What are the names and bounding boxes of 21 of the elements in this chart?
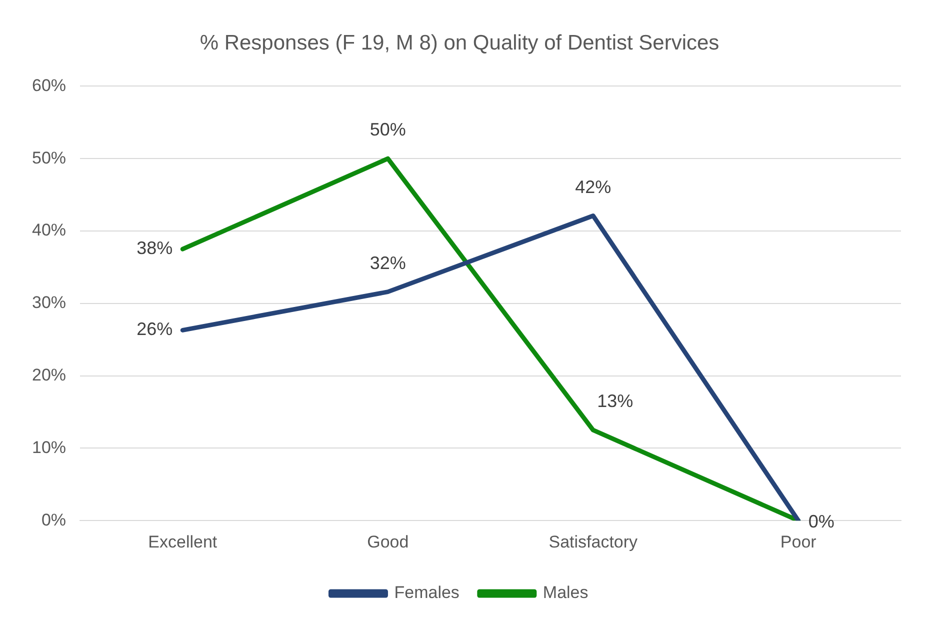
data-label: 50%	[370, 120, 406, 140]
data-label: 32%	[370, 252, 406, 273]
y-tick-label: 10%	[32, 438, 66, 457]
legend-label: Males	[542, 583, 588, 602]
data-label: 42%	[575, 176, 612, 197]
y-tick-label: 60%	[32, 76, 66, 95]
data-label: 26%	[136, 319, 173, 340]
x-tick-label: Excellent	[148, 532, 218, 552]
chart-title: % Responses (F 19, M 8) on Quality of Dentist Services	[200, 31, 720, 54]
data-label: 38%	[136, 238, 173, 258]
legend-label: Females	[394, 583, 460, 602]
data-label: 13%	[597, 391, 634, 412]
y-tick-label: 20%	[32, 365, 66, 384]
y-tick-label: 50%	[32, 148, 66, 168]
y-tick-label: 0%	[41, 510, 66, 530]
y-tick-label: 30%	[32, 293, 66, 312]
x-tick-label: Good	[367, 532, 409, 552]
data-label: 0%	[808, 512, 834, 532]
y-tick-label: 40%	[32, 220, 66, 240]
x-tick-label: Poor	[780, 532, 817, 552]
x-tick-label: Satisfactory	[548, 532, 638, 552]
